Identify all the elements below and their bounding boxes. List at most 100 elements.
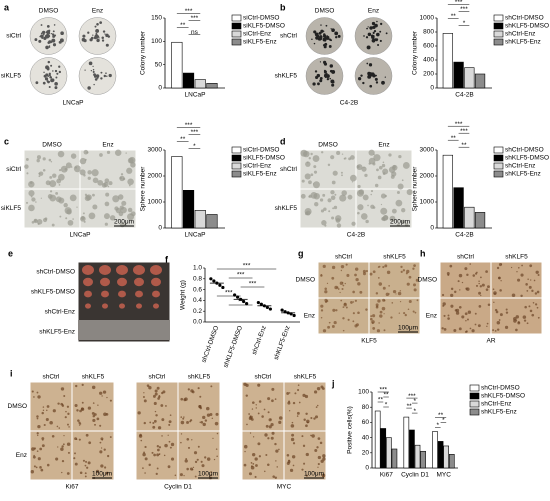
- cell: [265, 454, 268, 457]
- row-label: DMSO: [418, 277, 438, 284]
- x-tick-label: C4-2B: [455, 232, 473, 239]
- colony: [47, 60, 51, 64]
- cell: [391, 208, 397, 214]
- cell: [33, 218, 38, 224]
- cell: [378, 265, 381, 268]
- scale-label: 100μm: [398, 325, 418, 332]
- colony: [332, 81, 335, 84]
- cell: [84, 464, 87, 467]
- cell: [469, 263, 472, 265]
- cell: [92, 193, 95, 197]
- cell: [45, 180, 51, 186]
- legend-swatch: [493, 22, 504, 30]
- cell: [413, 283, 417, 287]
- cell: [302, 393, 306, 397]
- y-tick-label: 3000: [420, 147, 435, 154]
- cell: [154, 389, 158, 393]
- cell: [199, 421, 201, 423]
- cell: [190, 419, 193, 422]
- cell: [84, 193, 88, 196]
- cell: [28, 181, 35, 188]
- cell: [321, 151, 324, 154]
- cell: [291, 455, 296, 459]
- cell: [206, 406, 210, 411]
- tumor: [151, 277, 161, 287]
- cell: [144, 445, 147, 449]
- ruler: [78, 320, 170, 340]
- colony: [373, 29, 377, 33]
- cell: [32, 455, 36, 459]
- sig-label: *: [413, 398, 416, 405]
- tumor: [134, 277, 144, 287]
- cell: [322, 475, 325, 478]
- tumor: [102, 303, 108, 309]
- cell: [498, 319, 501, 321]
- cell: [288, 392, 291, 394]
- cell: [453, 328, 457, 332]
- cell: [161, 391, 164, 395]
- cell: [254, 475, 257, 478]
- colony: [375, 81, 379, 84]
- caption: AR: [486, 338, 495, 345]
- cell: [486, 325, 488, 328]
- cell: [67, 412, 70, 415]
- cell: [42, 157, 46, 161]
- cell: [368, 162, 371, 165]
- colony: [52, 34, 56, 38]
- colony: [105, 72, 107, 74]
- cell: [322, 193, 326, 197]
- cell: [319, 441, 323, 445]
- cell: [368, 149, 375, 156]
- cell: [408, 299, 412, 304]
- colony: [40, 34, 44, 38]
- cell: [25, 158, 29, 161]
- cell: [28, 204, 35, 212]
- cell: [487, 303, 491, 306]
- cell: [85, 460, 88, 463]
- cell: [372, 270, 376, 274]
- colony: [100, 71, 103, 74]
- colony: [100, 77, 103, 80]
- cell: [92, 402, 95, 404]
- cell: [187, 446, 191, 449]
- cell: [94, 423, 96, 426]
- cell: [535, 270, 539, 274]
- cell: [520, 273, 524, 277]
- legend-label: shKLF5-DMSO: [505, 155, 549, 162]
- caption: LNCaP: [63, 100, 84, 107]
- cell: [328, 321, 331, 324]
- bar: [442, 33, 454, 89]
- cell: [357, 282, 361, 286]
- cell: [332, 308, 336, 312]
- cell: [168, 420, 172, 424]
- bar: [194, 79, 206, 89]
- cell: [505, 311, 509, 314]
- cell: [331, 265, 336, 270]
- cell: [144, 472, 146, 474]
- cell: [48, 158, 52, 162]
- cell: [63, 394, 66, 397]
- cell: [351, 221, 356, 226]
- row-label: shCtrl: [280, 33, 298, 40]
- cell: [388, 285, 390, 287]
- cell: [197, 387, 200, 390]
- cell: [357, 211, 360, 215]
- cell: [459, 289, 461, 291]
- colony: [325, 24, 328, 27]
- colony: [48, 40, 52, 44]
- cell: [517, 267, 520, 269]
- photo: [242, 431, 284, 480]
- cell: [158, 446, 162, 449]
- cell: [42, 439, 44, 441]
- colony: [318, 31, 322, 35]
- colony: [379, 30, 382, 33]
- cell: [58, 168, 62, 172]
- colony: [83, 38, 87, 43]
- y-tick-label: 0.2: [193, 308, 202, 315]
- cell: [61, 459, 65, 463]
- cell: [142, 452, 146, 457]
- colony: [48, 86, 51, 89]
- cell: [267, 463, 270, 467]
- column-label: shKLF5: [505, 254, 528, 261]
- cell: [31, 197, 36, 202]
